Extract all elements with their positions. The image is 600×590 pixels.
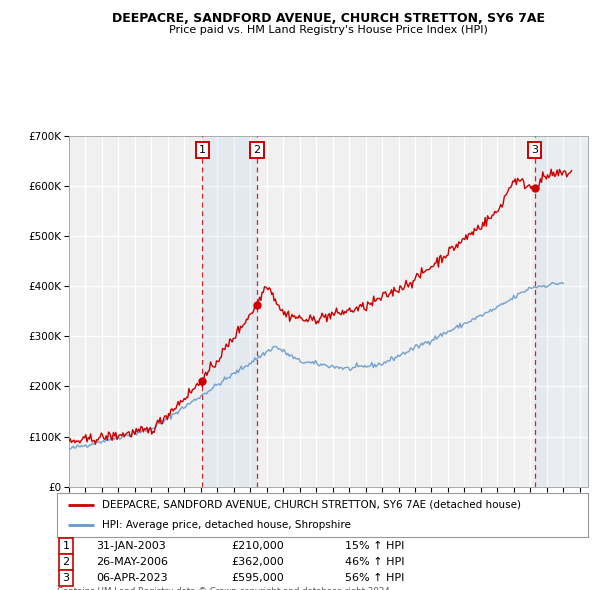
Text: 46% ↑ HPI: 46% ↑ HPI (345, 558, 404, 567)
Text: £210,000: £210,000 (231, 542, 284, 551)
Text: £595,000: £595,000 (231, 573, 284, 583)
Bar (547, 136, 588, 487)
Text: DEEPACRE, SANDFORD AVENUE, CHURCH STRETTON, SY6 7AE (detached house): DEEPACRE, SANDFORD AVENUE, CHURCH STRETT… (102, 500, 521, 510)
Text: DEEPACRE, SANDFORD AVENUE, CHURCH STRETTON, SY6 7AE: DEEPACRE, SANDFORD AVENUE, CHURCH STRETT… (112, 12, 545, 25)
Text: 1: 1 (62, 542, 70, 551)
Text: Price paid vs. HM Land Registry's House Price Index (HPI): Price paid vs. HM Land Registry's House … (169, 25, 488, 35)
Text: 3: 3 (62, 573, 70, 583)
Text: 56% ↑ HPI: 56% ↑ HPI (345, 573, 404, 583)
Text: Contains HM Land Registry data © Crown copyright and database right 2024.: Contains HM Land Registry data © Crown c… (57, 586, 392, 590)
Text: 3: 3 (531, 145, 538, 155)
Text: 26-MAY-2006: 26-MAY-2006 (96, 558, 168, 567)
Text: 15% ↑ HPI: 15% ↑ HPI (345, 542, 404, 551)
Bar (202, 136, 257, 487)
Bar (547, 136, 588, 487)
Text: 31-JAN-2003: 31-JAN-2003 (96, 542, 166, 551)
Text: 1: 1 (199, 145, 206, 155)
Text: £362,000: £362,000 (231, 558, 284, 567)
Text: 2: 2 (253, 145, 260, 155)
Text: HPI: Average price, detached house, Shropshire: HPI: Average price, detached house, Shro… (102, 520, 351, 530)
Text: 06-APR-2023: 06-APR-2023 (96, 573, 167, 583)
Bar (535, 136, 547, 487)
Text: 2: 2 (62, 558, 70, 567)
